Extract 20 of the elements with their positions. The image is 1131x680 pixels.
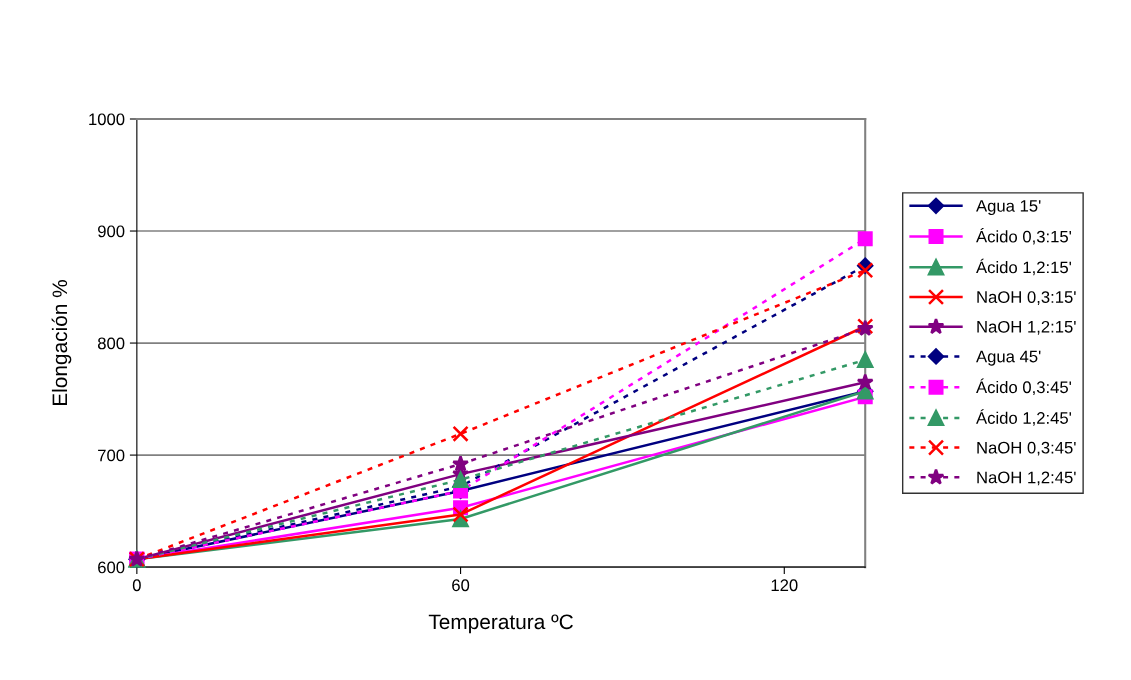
legend-label: Ácido 0,3:15' — [976, 227, 1072, 245]
legend-label: Agua 45' — [976, 350, 1041, 366]
y-tick-label: 1000 — [89, 113, 125, 126]
y-tick-label: 600 — [98, 561, 125, 574]
legend-label: NaOH 1,2:45' — [977, 471, 1076, 486]
legend-label: Ácido 1,2:45' — [976, 409, 1072, 426]
legend-label: NaOH 0,3:15' — [977, 291, 1076, 305]
y-tick-label: 800 — [97, 337, 125, 350]
y-axis-title: Elongación % — [51, 280, 72, 406]
y-tick-label: 700 — [98, 449, 125, 462]
legend-label: NaOH 0,3:45' — [977, 441, 1076, 456]
x-axis-title: Temperatura ºC — [428, 614, 573, 634]
legend-label: Ácido 1,2:15' — [976, 258, 1072, 276]
x-tick-label: 60 — [452, 579, 470, 592]
legend-label: Ácido 0,3:45' — [976, 378, 1072, 396]
x-tick-label: 120 — [771, 579, 798, 592]
legend-label: Agua 15' — [976, 200, 1041, 216]
x-tick-label: 0 — [132, 579, 141, 592]
y-tick-label: 900 — [98, 225, 125, 238]
legend-label: NaOH 1,2:15' — [977, 320, 1076, 335]
